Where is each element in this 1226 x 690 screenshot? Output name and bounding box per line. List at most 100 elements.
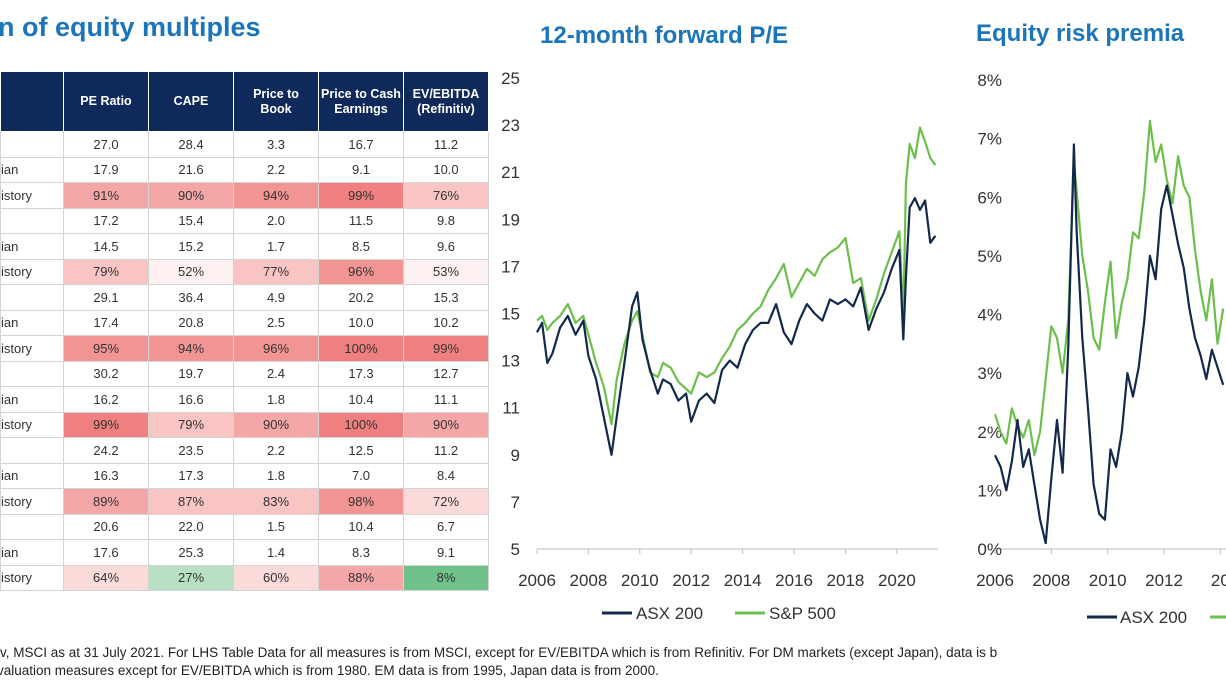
table-row: 20.6 22.0 1.5 10.4 6.7 xyxy=(0,513,489,540)
table-cell: 11.5 xyxy=(318,207,404,234)
pe-y-tick-label: 15 xyxy=(501,305,520,324)
table-header-cell: EV/EBITDA (Refinitiv) xyxy=(403,71,489,132)
table-row: 29.1 36.4 4.9 20.2 15.3 xyxy=(0,284,489,311)
table-cell: 88% xyxy=(318,564,404,591)
table-cell: 10.4 xyxy=(318,513,404,540)
pe-x-tick-label: 2016 xyxy=(775,571,813,590)
table-cell: 20.2 xyxy=(318,284,404,311)
table-cell: 100% xyxy=(318,411,404,438)
table-row: istory 64% 27% 60% 88% 8% xyxy=(0,564,489,591)
table-cell: 2.4 xyxy=(233,360,319,387)
table-cell: 17.3 xyxy=(148,462,234,489)
erp-y-tick-label: 3% xyxy=(977,364,1002,383)
table-cell: 20.6 xyxy=(63,513,149,540)
table-header-cell: Price to Cash Earnings xyxy=(318,71,404,132)
erp-series-line-sp xyxy=(993,119,1225,457)
pe-x-tick-label: 2012 xyxy=(672,571,710,590)
row-label: ian xyxy=(0,233,64,260)
pe-y-tick-label: 5 xyxy=(511,540,520,559)
pe-y-tick-label: 13 xyxy=(501,352,520,371)
table-cell: 90% xyxy=(148,182,234,209)
erp-chart-title: Equity risk premia xyxy=(976,20,1185,47)
table-row: ian 16.2 16.6 1.8 10.4 11.1 xyxy=(0,386,489,413)
table-cell: 15.2 xyxy=(148,233,234,260)
erp-legend-label: ASX 200 xyxy=(1120,608,1187,627)
table-row: istory 79% 52% 77% 96% 53% xyxy=(0,258,489,285)
table-row: ian 17.6 25.3 1.4 8.3 9.1 xyxy=(0,539,489,566)
pe-y-tick-label: 11 xyxy=(502,399,520,418)
table-cell: 83% xyxy=(233,488,319,515)
erp-x-tick-label: 2010 xyxy=(1089,571,1127,590)
table-cell: 12.7 xyxy=(403,360,489,387)
table-cell: 23.5 xyxy=(148,437,234,464)
table-cell: 8.4 xyxy=(403,462,489,489)
row-label xyxy=(0,207,64,234)
erp-series-line-asx xyxy=(994,143,1225,545)
table-cell: 87% xyxy=(148,488,234,515)
table-cell: 16.2 xyxy=(63,386,149,413)
erp-y-tick-label: 2% xyxy=(977,423,1002,442)
table-cell: 8% xyxy=(403,564,489,591)
footnote-line-1: iv, MSCI as at 31 July 2021. For LHS Tab… xyxy=(0,645,998,660)
table-cell: 90% xyxy=(233,411,319,438)
table-cell: 7.0 xyxy=(318,462,404,489)
table-header-row: PE Ratio CAPE Price to Book Price to Cas… xyxy=(0,71,489,132)
row-label: istory xyxy=(0,411,64,438)
table-cell: 10.0 xyxy=(318,309,404,336)
table-cell: 96% xyxy=(233,335,319,362)
table-cell: 27.0 xyxy=(63,131,149,158)
row-label: ian xyxy=(0,309,64,336)
row-label: ian xyxy=(0,156,64,183)
pe-chart-title: 12-month forward P/E xyxy=(540,22,789,49)
table-row: istory 91% 90% 94% 99% 76% xyxy=(0,182,489,209)
erp-y-tick-label: 5% xyxy=(977,247,1002,266)
table-cell: 4.9 xyxy=(233,284,319,311)
pe-y-tick-label: 19 xyxy=(501,210,520,229)
table-header-cell: PE Ratio xyxy=(63,71,149,132)
pe-y-tick-label: 7 xyxy=(511,493,520,512)
pe-x-tick-label: 2018 xyxy=(827,571,865,590)
table-cell: 100% xyxy=(318,335,404,362)
pe-x-tick-label: 2006 xyxy=(518,571,556,590)
erp-x-tick-label: 20 xyxy=(1211,571,1226,590)
table-cell: 12.5 xyxy=(318,437,404,464)
table-cell: 10.2 xyxy=(403,309,489,336)
row-label: istory xyxy=(0,182,64,209)
table-cell: 1.5 xyxy=(233,513,319,540)
table-row: ian 16.3 17.3 1.8 7.0 8.4 xyxy=(0,462,489,489)
row-label: istory xyxy=(0,258,64,285)
pe-legend-label: ASX 200 xyxy=(636,604,703,623)
table-cell: 79% xyxy=(63,258,149,285)
table-row: ian 17.4 20.8 2.5 10.0 10.2 xyxy=(0,309,489,336)
table-cell: 14.5 xyxy=(63,233,149,260)
pe-y-tick-label: 17 xyxy=(501,257,520,276)
row-label: ian xyxy=(0,386,64,413)
table-cell: 1.4 xyxy=(233,539,319,566)
erp-x-tick-label: 2012 xyxy=(1145,571,1183,590)
table-cell: 79% xyxy=(148,411,234,438)
table-cell: 28.4 xyxy=(148,131,234,158)
pe-legend-label: S&P 500 xyxy=(769,604,836,623)
table-cell: 36.4 xyxy=(148,284,234,311)
table-row: ian 14.5 15.2 1.7 8.5 9.6 xyxy=(0,233,489,260)
erp-x-tick-label: 2006 xyxy=(976,571,1014,590)
table-cell: 6.7 xyxy=(403,513,489,540)
pe-series-line-sp xyxy=(536,126,937,426)
table-row: istory 99% 79% 90% 100% 90% xyxy=(0,411,489,438)
table-cell: 15.3 xyxy=(403,284,489,311)
table-cell: 9.1 xyxy=(318,156,404,183)
pe-series-line-asx xyxy=(536,197,937,456)
equity-multiples-table: PE Ratio CAPE Price to Book Price to Cas… xyxy=(0,71,489,591)
pe-x-tick-label: 2010 xyxy=(621,571,659,590)
row-label xyxy=(0,284,64,311)
table-cell: 96% xyxy=(318,258,404,285)
table-cell: 98% xyxy=(318,488,404,515)
table-cell: 29.1 xyxy=(63,284,149,311)
table-cell: 89% xyxy=(63,488,149,515)
table-cell: 60% xyxy=(233,564,319,591)
table-cell: 16.7 xyxy=(318,131,404,158)
pe-x-tick-label: 2020 xyxy=(878,571,916,590)
pe-y-tick-label: 9 xyxy=(511,446,520,465)
table-cell: 99% xyxy=(63,411,149,438)
table-cell: 16.3 xyxy=(63,462,149,489)
